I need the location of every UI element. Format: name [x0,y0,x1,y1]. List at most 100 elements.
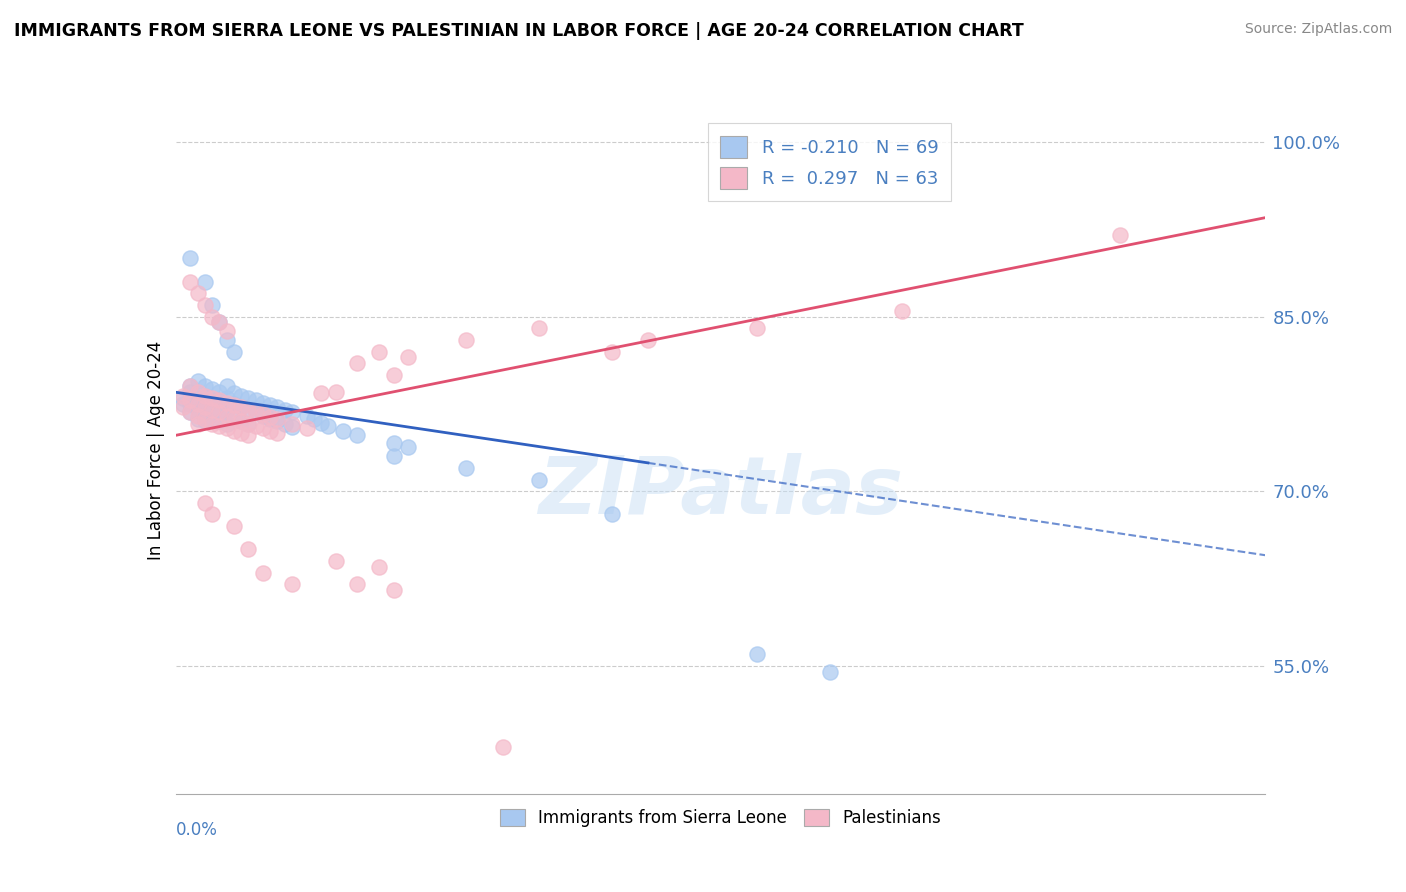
Point [266,425,288,440]
Point [238,542,260,557]
Point [179,397,201,411]
Point [274,417,297,431]
Point [186,417,209,431]
Point [194,389,217,403]
Point [201,402,224,417]
Point [245,393,267,408]
Point [208,315,231,329]
Point [179,252,201,266]
Point [222,410,245,425]
Point [252,566,274,580]
Point [201,393,224,408]
Point [266,401,288,415]
Point [745,321,768,335]
Point [172,389,194,403]
Point [179,275,201,289]
Point [186,397,209,411]
Point [215,379,238,393]
Point [309,416,332,430]
Point [215,333,238,347]
Point [527,473,550,487]
Point [201,298,224,312]
Point [245,419,267,434]
Point [194,379,217,393]
Point [208,385,231,400]
Point [186,412,209,426]
Point [201,401,224,415]
Point [172,401,194,415]
Point [238,391,260,405]
Point [222,424,245,438]
Point [492,740,515,755]
Point [172,397,194,411]
Point [281,405,304,419]
Point [325,554,347,568]
Text: Source: ZipAtlas.com: Source: ZipAtlas.com [1244,22,1392,37]
Point [231,389,253,403]
Point [231,401,253,415]
Point [325,385,347,400]
Point [456,333,478,347]
Point [215,395,238,409]
Legend: Immigrants from Sierra Leone, Palestinians: Immigrants from Sierra Leone, Palestinia… [494,802,948,834]
Point [194,414,217,428]
Point [172,391,194,405]
Point [215,402,238,417]
Point [346,356,368,370]
Point [818,665,841,679]
Point [382,368,405,382]
Point [332,424,354,438]
Point [396,351,419,365]
Point [346,577,368,591]
Point [208,414,231,428]
Point [245,405,267,419]
Point [238,417,260,431]
Point [186,402,209,417]
Point [295,409,318,423]
Point [281,577,304,591]
Point [259,409,281,424]
Point [194,298,217,312]
Point [179,393,201,408]
Point [600,344,623,359]
Point [208,402,231,417]
Point [186,409,209,423]
Point [201,391,224,405]
Point [208,405,231,419]
Point [215,391,238,405]
Point [1109,228,1132,243]
Point [208,419,231,434]
Point [222,519,245,533]
Point [194,496,217,510]
Point [179,405,201,419]
Y-axis label: In Labor Force | Age 20-24: In Labor Force | Age 20-24 [146,341,165,560]
Point [186,397,209,411]
Point [266,414,288,428]
Point [194,401,217,415]
Point [259,412,281,426]
Point [179,379,201,393]
Point [302,412,325,426]
Point [238,417,260,431]
Point [346,428,368,442]
Point [194,412,217,426]
Point [215,409,238,423]
Text: IMMIGRANTS FROM SIERRA LEONE VS PALESTINIAN IN LABOR FORCE | AGE 20-24 CORRELATI: IMMIGRANTS FROM SIERRA LEONE VS PALESTIN… [14,22,1024,40]
Point [259,424,281,438]
Point [222,409,245,423]
Point [208,393,231,408]
Point [208,393,231,408]
Point [222,344,245,359]
Point [396,440,419,454]
Point [891,303,914,318]
Point [382,583,405,598]
Point [368,560,391,574]
Point [222,386,245,401]
Point [201,382,224,396]
Point [201,310,224,324]
Point [527,321,550,335]
Point [382,436,405,450]
Point [215,421,238,435]
Point [201,417,224,431]
Point [252,421,274,435]
